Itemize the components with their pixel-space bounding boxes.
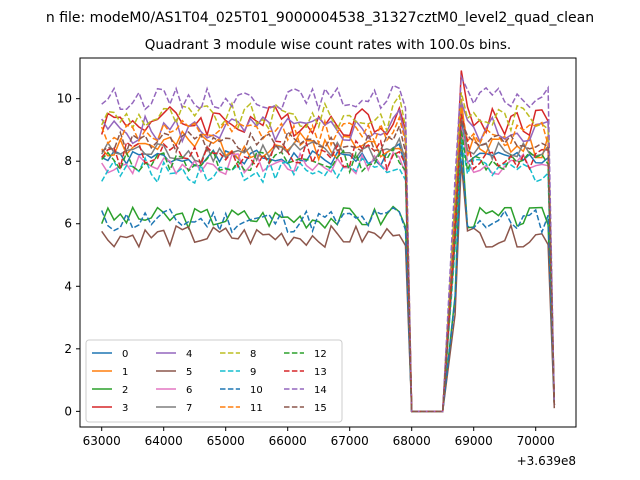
- series-line-10: [101, 145, 556, 413]
- series-line-6: [101, 126, 556, 413]
- y-tick-label: 2: [64, 342, 72, 356]
- x-tick-label: 63000: [83, 434, 121, 448]
- legend-label-12: 12: [314, 349, 327, 360]
- legend-label-0: 0: [122, 349, 128, 360]
- legend-label-4: 4: [186, 349, 192, 360]
- x-tick-label: 70000: [517, 434, 555, 448]
- series-layer: [100, 70, 556, 413]
- x-tick-label: 64000: [145, 434, 183, 448]
- series-line-11: [100, 107, 556, 413]
- x-tick-label: 66000: [269, 434, 307, 448]
- y-tick-label: 8: [64, 154, 72, 168]
- legend-label-1: 1: [122, 367, 128, 378]
- legend-label-15: 15: [314, 403, 327, 414]
- legend-label-13: 13: [314, 367, 327, 378]
- legend-label-11: 11: [250, 403, 263, 414]
- series-line-12: [101, 129, 556, 413]
- y-tick-label: 0: [64, 404, 72, 418]
- legend-box: [85, 339, 343, 423]
- series-line-7: [101, 111, 556, 413]
- x-tick-label: 65000: [207, 434, 245, 448]
- x-tick-label: 67000: [331, 434, 369, 448]
- figure-suptitle: n file: modeM0/AS1T04_025T01_9000004538_…: [46, 10, 594, 26]
- legend-label-3: 3: [122, 403, 128, 414]
- axes-layer: 63000 64000 65000 66000 67000 68000 69000 70000…: [57, 92, 555, 448]
- legend-label-9: 9: [250, 367, 256, 378]
- legend-label-6: 6: [186, 385, 192, 396]
- series-line-2: [101, 133, 556, 413]
- series-line-9: [101, 139, 556, 413]
- y-tick-label: 4: [64, 279, 72, 293]
- legend-label-5: 5: [186, 367, 192, 378]
- x-offset-label: +3.639e8: [517, 454, 576, 468]
- series-line-13: [101, 114, 556, 413]
- plot-frame: [79, 57, 577, 428]
- legend-label-7: 7: [186, 403, 192, 414]
- series-line-4: [101, 101, 556, 413]
- chart-title: Quadrant 3 module wise count rates with …: [145, 37, 511, 53]
- series-line-14: [101, 73, 556, 413]
- x-tick-label: 68000: [393, 434, 431, 448]
- series-line-5: [101, 161, 556, 413]
- x-tick-label: 69000: [455, 434, 493, 448]
- legend-label-10: 10: [250, 385, 263, 396]
- y-tick-label: 10: [57, 92, 72, 106]
- legend-label-2: 2: [122, 385, 128, 396]
- series-line-8: [101, 92, 556, 413]
- legend-label-14: 14: [314, 385, 327, 396]
- legend-label-8: 8: [250, 349, 256, 360]
- y-tick-label: 6: [64, 217, 72, 231]
- series-line-15: [101, 120, 556, 413]
